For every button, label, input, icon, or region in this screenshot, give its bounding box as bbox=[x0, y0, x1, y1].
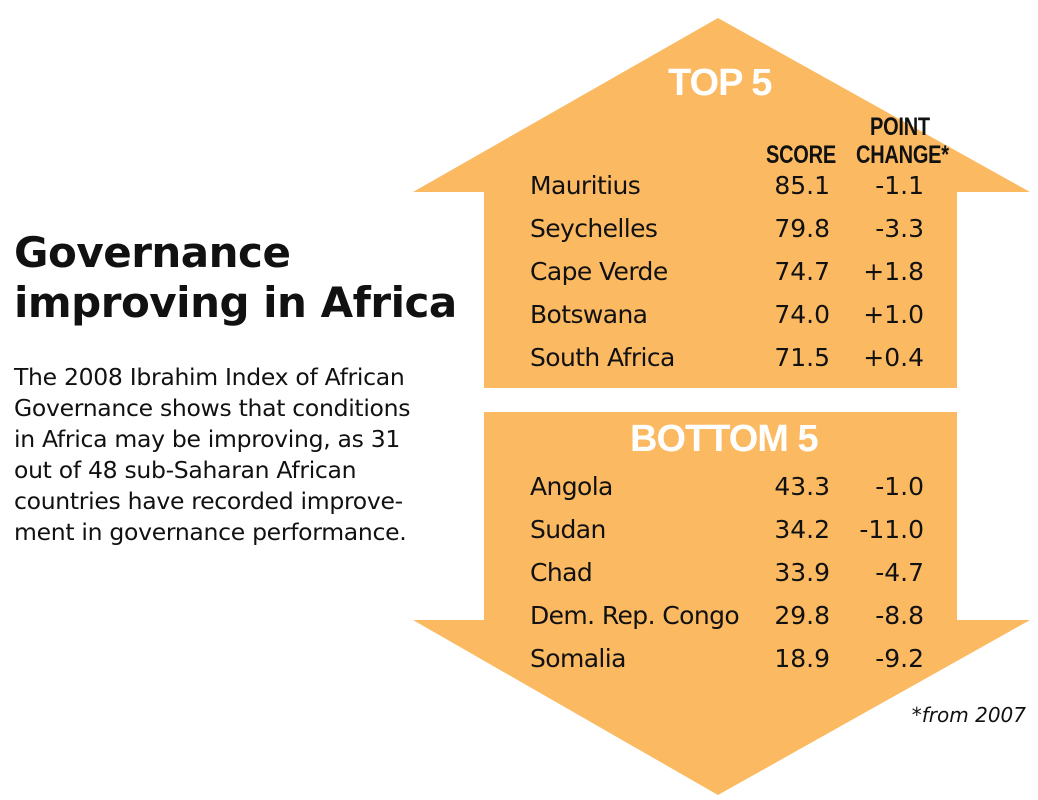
table-row: Cape Verde 74.7 +1.8 bbox=[530, 252, 930, 292]
point-change-value: +0.4 bbox=[863, 343, 924, 372]
table-row: Dem. Rep. Congo 29.8 -8.8 bbox=[530, 596, 930, 636]
point-change-header-line-2: CHANGE* bbox=[856, 141, 949, 169]
point-change-header-line-1: POINT bbox=[870, 113, 930, 141]
point-change-value: -8.8 bbox=[875, 601, 924, 630]
description: The 2008 Ibrahim Index of African Govern… bbox=[14, 362, 484, 548]
table-row: Mauritius 85.1 -1.1 bbox=[530, 166, 930, 206]
score-value: 33.9 bbox=[774, 558, 830, 587]
score-value: 74.7 bbox=[774, 257, 830, 286]
point-change-value: +1.0 bbox=[863, 300, 924, 329]
country-name: Chad bbox=[530, 558, 593, 587]
score-column-header: SCORE bbox=[766, 141, 836, 169]
score-value: 18.9 bbox=[774, 644, 830, 673]
country-name: Mauritius bbox=[530, 171, 641, 200]
description-line: Governance shows that conditions bbox=[14, 394, 411, 422]
description-line: ment in governance performance. bbox=[14, 518, 407, 546]
description-line: in Africa may be improving, as 31 bbox=[14, 425, 401, 453]
score-value: 79.8 bbox=[774, 214, 830, 243]
table-row: South Africa 71.5 +0.4 bbox=[530, 338, 930, 378]
description-line: countries have recorded improve- bbox=[14, 487, 403, 515]
table-row: Chad 33.9 -4.7 bbox=[530, 553, 930, 593]
headline-line-2: improving in Africa bbox=[14, 278, 457, 327]
description-line: out of 48 sub-Saharan African bbox=[14, 456, 357, 484]
bottom-5-title: BOTTOM 5 bbox=[630, 418, 819, 460]
score-value: 43.3 bbox=[774, 472, 830, 501]
country-name: Seychelles bbox=[530, 214, 658, 243]
point-change-value: +1.8 bbox=[863, 257, 924, 286]
description-line: The 2008 Ibrahim Index of African bbox=[14, 363, 405, 391]
country-name: Botswana bbox=[530, 300, 648, 329]
country-name: Angola bbox=[530, 472, 613, 501]
country-name: Sudan bbox=[530, 515, 606, 544]
headline: Governance improving in Africa bbox=[14, 228, 457, 328]
point-change-value: -4.7 bbox=[875, 558, 924, 587]
top-5-title: TOP 5 bbox=[668, 62, 772, 104]
score-value: 29.8 bbox=[774, 601, 830, 630]
score-value: 34.2 bbox=[774, 515, 830, 544]
point-change-value: -11.0 bbox=[859, 515, 924, 544]
footnote: *from 2007 bbox=[911, 703, 1026, 727]
score-value: 71.5 bbox=[774, 343, 830, 372]
point-change-value: -1.0 bbox=[875, 472, 924, 501]
country-name: Dem. Rep. Congo bbox=[530, 601, 740, 630]
score-value: 85.1 bbox=[774, 171, 830, 200]
score-value: 74.0 bbox=[774, 300, 830, 329]
down-arrow-shape bbox=[413, 412, 1030, 795]
table-row: Seychelles 79.8 -3.3 bbox=[530, 209, 930, 249]
point-change-value: -3.3 bbox=[875, 214, 924, 243]
table-row: Sudan 34.2 -11.0 bbox=[530, 510, 930, 550]
country-name: South Africa bbox=[530, 343, 675, 372]
headline-line-1: Governance bbox=[14, 228, 291, 277]
point-change-value: -1.1 bbox=[875, 171, 924, 200]
country-name: Cape Verde bbox=[530, 257, 668, 286]
country-name: Somalia bbox=[530, 644, 626, 673]
table-row: Botswana 74.0 +1.0 bbox=[530, 295, 930, 335]
point-change-value: -9.2 bbox=[875, 644, 924, 673]
up-arrow-shape bbox=[413, 18, 1030, 388]
table-row: Somalia 18.9 -9.2 bbox=[530, 639, 930, 679]
table-row: Angola 43.3 -1.0 bbox=[530, 467, 930, 507]
